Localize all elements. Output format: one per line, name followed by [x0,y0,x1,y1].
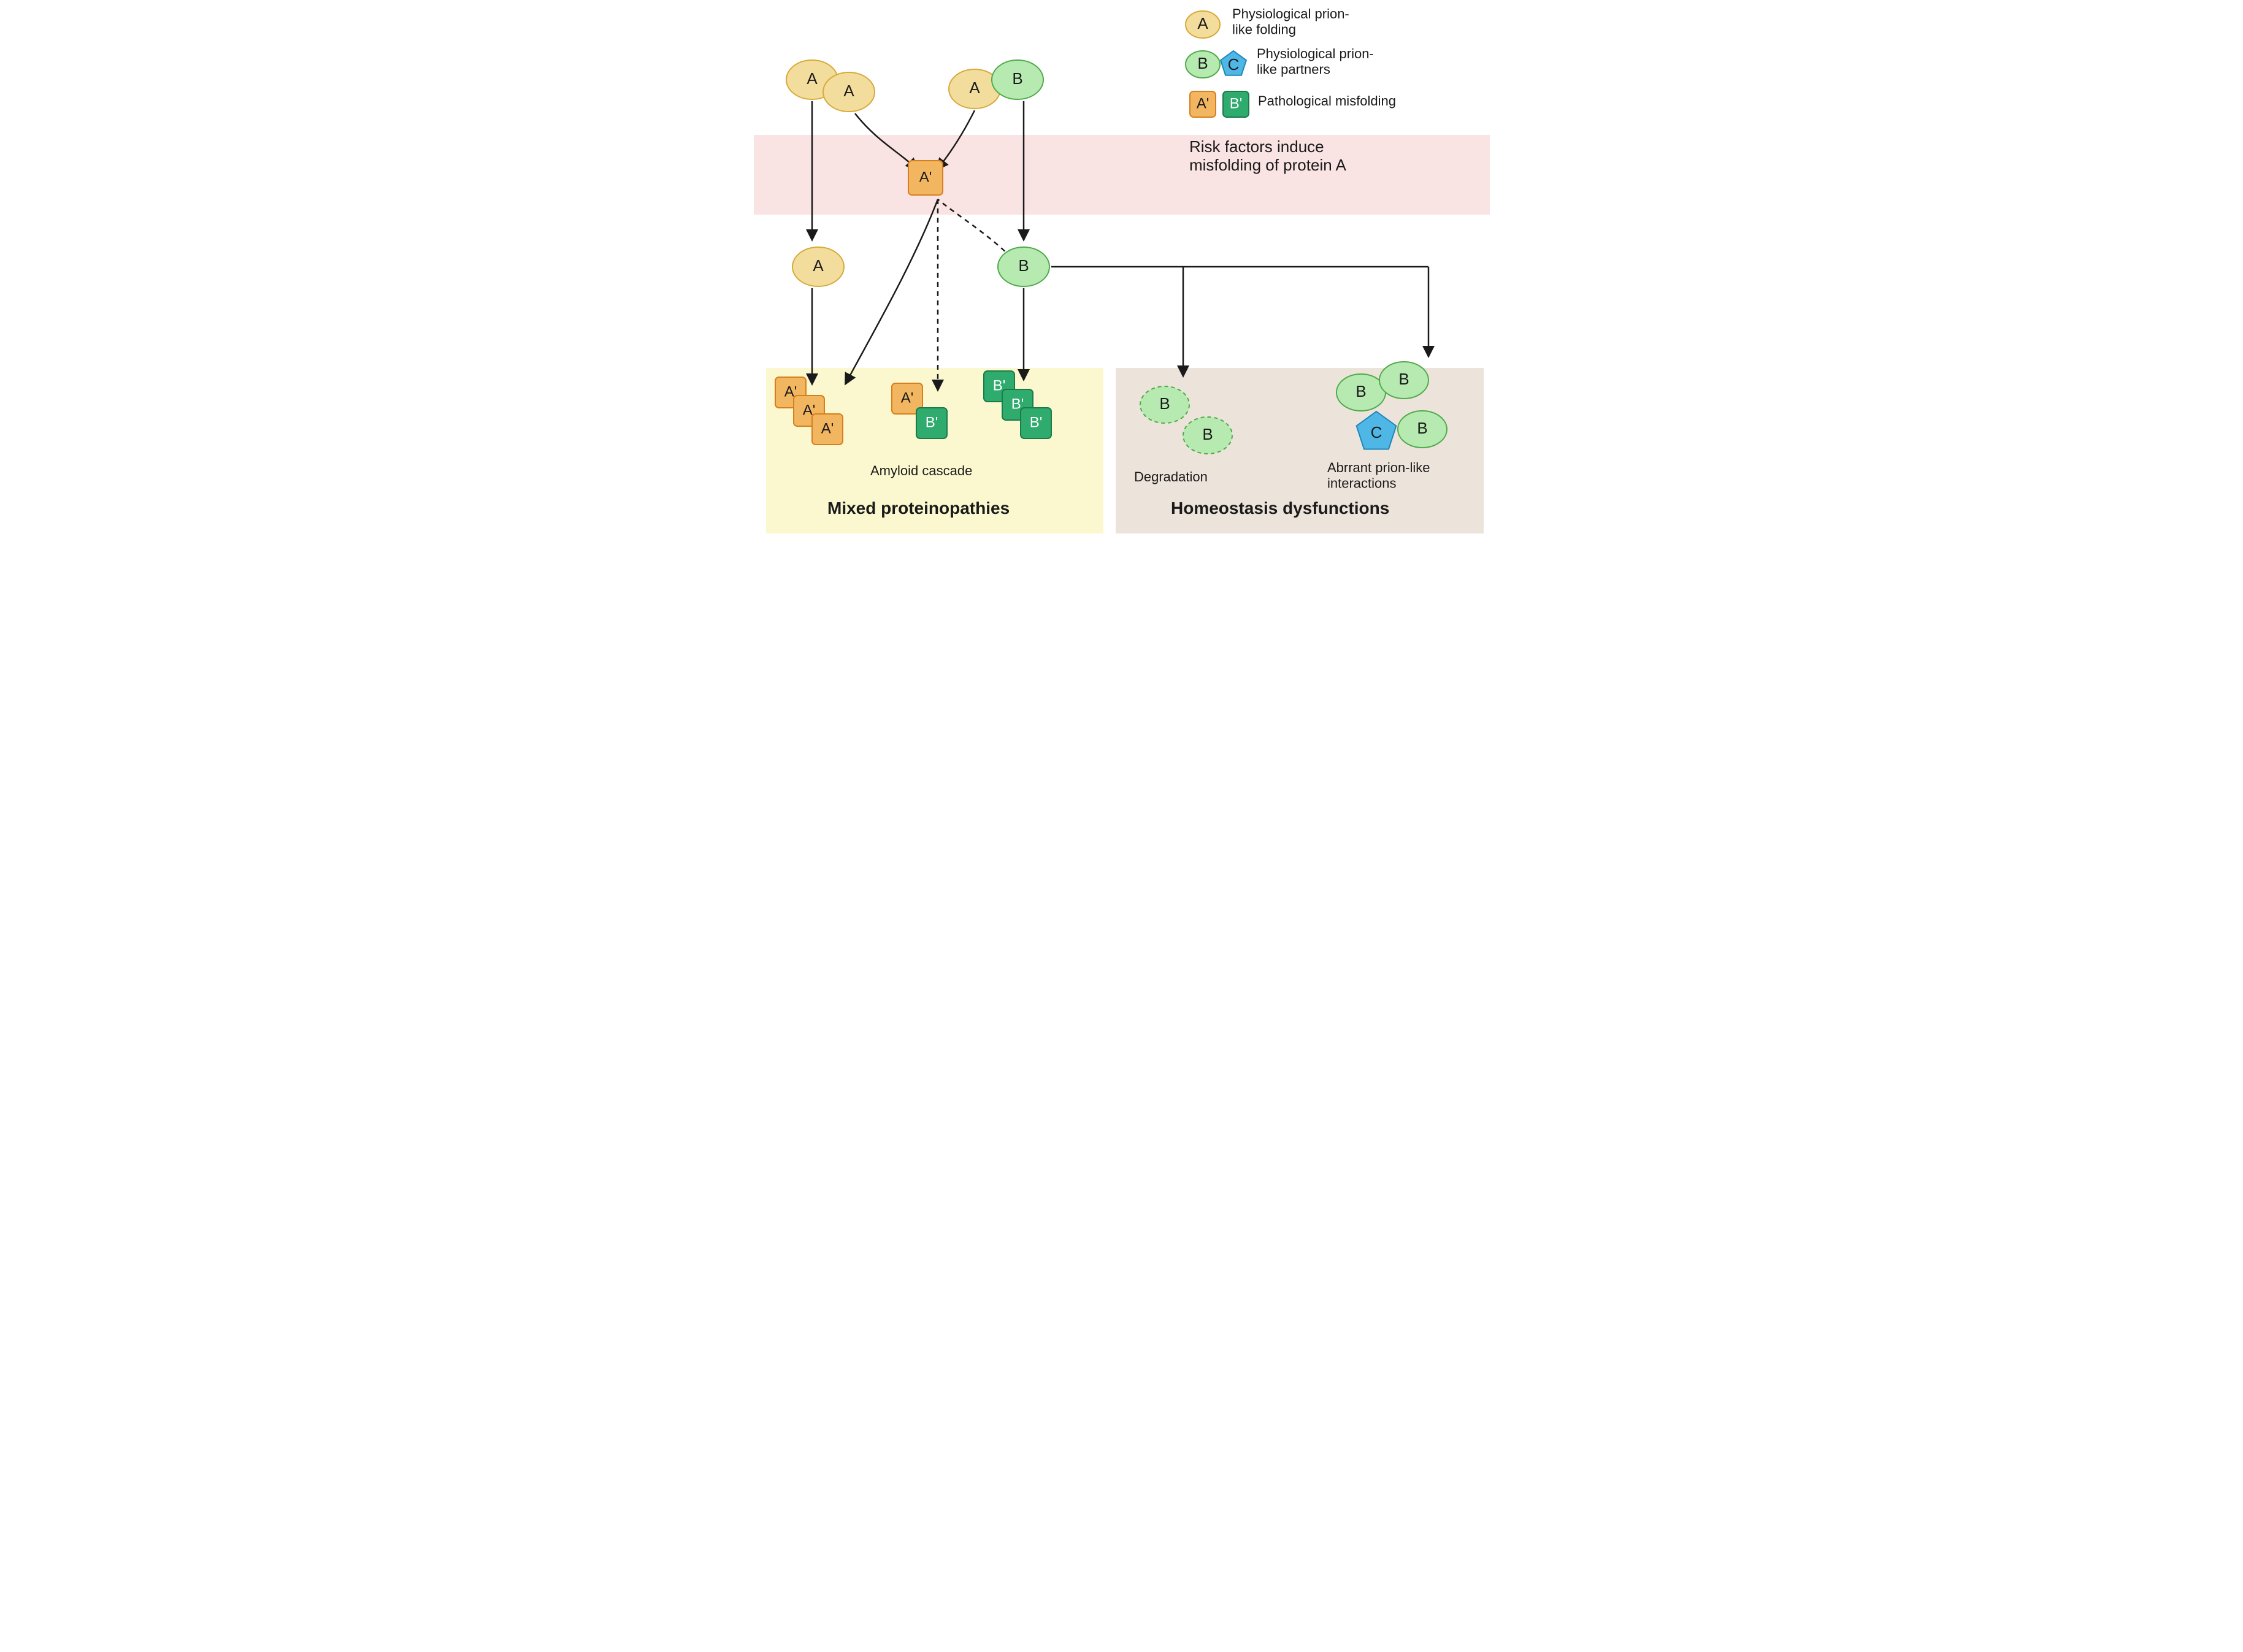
svg-text:C: C [1370,423,1382,442]
svg-text:Mixed proteinopathies: Mixed proteinopathies [827,499,1010,518]
svg-text:Pathological misfolding: Pathological misfolding [1258,93,1396,109]
diagram-svg: AAABA'ABA'A'A'A'B'B'B'B'BBBBCBAPhysiolog… [754,0,1490,542]
svg-text:A': A' [821,420,834,437]
svg-text:B: B [1197,54,1208,72]
svg-text:B': B' [925,414,938,430]
svg-text:B: B [1012,69,1022,88]
svg-text:Physiological prion-like foldi: Physiological prion-like folding [1232,6,1349,37]
svg-text:C: C [1227,55,1239,74]
svg-text:A: A [969,78,980,97]
svg-text:A: A [807,69,818,88]
svg-text:A': A' [919,169,932,185]
svg-text:Risk factors inducemisfolding: Risk factors inducemisfolding of protein… [1189,137,1346,174]
svg-text:B: B [1018,256,1029,275]
svg-text:Homeostasis dysfunctions: Homeostasis dysfunctions [1171,499,1389,518]
svg-text:A: A [1197,14,1208,33]
svg-text:Degradation: Degradation [1134,469,1208,484]
svg-text:A: A [813,256,824,275]
svg-text:B': B' [1029,414,1042,430]
svg-text:A': A' [1196,95,1209,112]
svg-text:Physiological prion-like partn: Physiological prion-like partners [1257,46,1374,77]
svg-text:B: B [1398,370,1409,388]
svg-text:B: B [1159,394,1170,413]
svg-text:B': B' [1229,95,1242,112]
svg-text:Amyloid cascade: Amyloid cascade [870,463,972,478]
svg-text:B: B [1202,425,1213,443]
svg-text:A': A' [900,389,913,406]
svg-text:B: B [1417,419,1427,437]
diagram-canvas: AAABA'ABA'A'A'A'B'B'B'B'BBBBCBAPhysiolog… [754,0,1490,542]
svg-text:B: B [1355,382,1366,400]
svg-text:A: A [843,82,854,100]
